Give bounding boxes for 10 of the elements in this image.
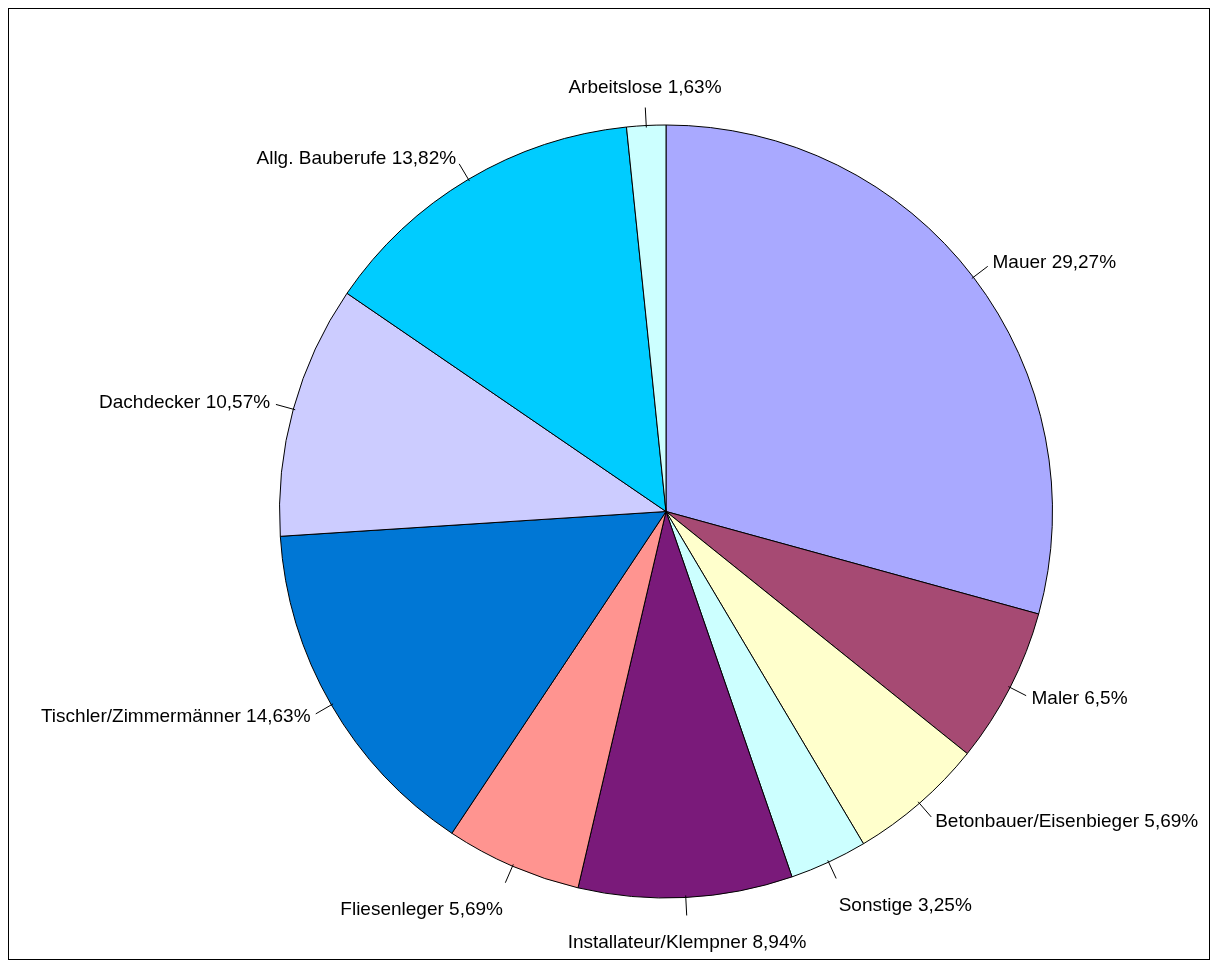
slice-label: Allg. Bauberufe 13,82% — [256, 146, 457, 168]
slice-label: Mauer 29,27% — [992, 250, 1117, 272]
slice-label: Installateur/Klempner 8,94% — [567, 931, 807, 953]
slice-label: Fliesenleger 5,69% — [340, 897, 504, 919]
slice-label: Maler 6,5% — [1031, 686, 1128, 708]
slice-label: Tischler/Zimmermänner 14,63% — [40, 705, 311, 727]
slice-label: Betonbauer/Eisenbieger 5,69% — [935, 809, 1199, 831]
slice-label: Sonstige 3,25% — [838, 893, 972, 915]
slice-label: Arbeitslose 1,63% — [568, 76, 722, 98]
slice-label: Dachdecker 10,57% — [99, 391, 271, 413]
